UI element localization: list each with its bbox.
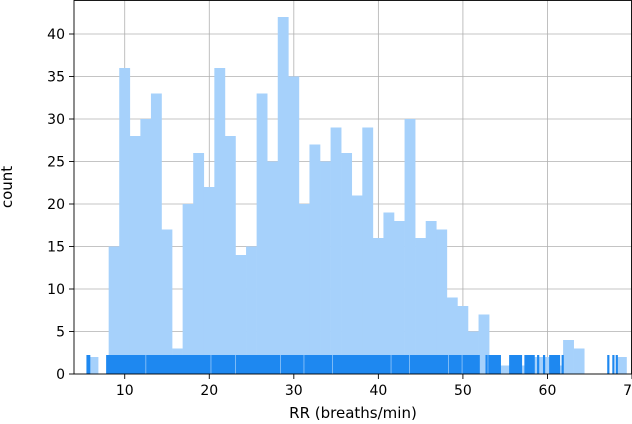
- histogram-bar: [457, 306, 469, 374]
- histogram-bar: [309, 144, 321, 374]
- y-tick-label: 0: [56, 367, 65, 383]
- histogram-bar: [330, 127, 342, 374]
- histogram-bar: [108, 246, 120, 374]
- histogram-bar: [288, 76, 300, 374]
- x-tick-label: 50: [454, 383, 472, 399]
- histogram-bar: [150, 93, 162, 374]
- histogram-bar: [531, 357, 543, 374]
- rug-band: [488, 355, 501, 374]
- histogram-bar: [436, 229, 448, 374]
- histogram-bar: [404, 119, 416, 374]
- histogram-bar: [298, 204, 310, 374]
- histogram-bar: [119, 68, 131, 374]
- y-axis-label: count: [0, 166, 16, 208]
- y-tick-label: 40: [47, 27, 65, 43]
- histogram-bar: [467, 331, 479, 374]
- histogram-bar: [161, 229, 173, 374]
- x-tick-label: 60: [539, 383, 557, 399]
- histogram-bar: [372, 238, 384, 374]
- histogram-bar: [182, 204, 194, 374]
- histogram-bar: [203, 187, 215, 374]
- histogram-bar: [224, 136, 236, 374]
- rug-band: [549, 355, 561, 374]
- histogram-bar: [140, 119, 152, 374]
- y-tick-label: 15: [47, 240, 65, 256]
- histogram-bar: [446, 297, 458, 374]
- y-tick-label: 30: [47, 112, 65, 128]
- y-tick-label: 35: [47, 70, 65, 86]
- x-tick-label: 30: [285, 383, 303, 399]
- histogram-bar: [415, 238, 427, 374]
- y-tick-label: 20: [47, 197, 65, 213]
- histogram-bar: [235, 255, 247, 374]
- histogram-bar: [341, 153, 353, 374]
- rug-marks: [86, 355, 618, 374]
- y-axis-ticks: 0 5 10 15 20 25 30 35 40: [47, 27, 74, 383]
- histogram-bar: [478, 314, 490, 374]
- histogram-bar: [573, 348, 585, 374]
- histogram-bar: [394, 221, 405, 374]
- histogram-bar: [256, 93, 268, 374]
- y-tick-label: 25: [47, 155, 65, 171]
- histogram-bar: [246, 246, 257, 374]
- histogram-bar: [563, 340, 574, 374]
- y-tick-label: 10: [47, 282, 65, 298]
- histogram-bar: [362, 127, 374, 374]
- x-tick-label: 20: [200, 383, 218, 399]
- x-tick-label: 70: [623, 383, 632, 399]
- histogram-bar: [351, 195, 363, 374]
- histogram-bar: [541, 357, 553, 374]
- x-axis-ticks: 10 20 30 40 50 60 70: [116, 374, 632, 399]
- y-tick-label: 5: [56, 325, 65, 341]
- grid-lines: [74, 0, 632, 375]
- x-tick-label: 40: [369, 383, 387, 399]
- histogram-bars: [87, 17, 627, 374]
- histogram-bar: [267, 161, 279, 374]
- histogram-bar: [383, 212, 395, 374]
- histogram-bar: [277, 17, 289, 374]
- histogram-bar: [214, 68, 226, 374]
- rug-band: [106, 355, 480, 374]
- histogram-bar: [320, 161, 331, 374]
- histogram-bar: [87, 357, 99, 374]
- histogram-bar: [425, 221, 437, 374]
- histogram-bar: [615, 357, 627, 374]
- histogram-bar: [129, 136, 141, 374]
- rug-band: [526, 355, 535, 374]
- x-axis-label: RR (breaths/min): [289, 404, 417, 422]
- histogram-bar: [499, 365, 511, 374]
- x-tick-label: 10: [116, 383, 134, 399]
- histogram-bar: [193, 153, 205, 374]
